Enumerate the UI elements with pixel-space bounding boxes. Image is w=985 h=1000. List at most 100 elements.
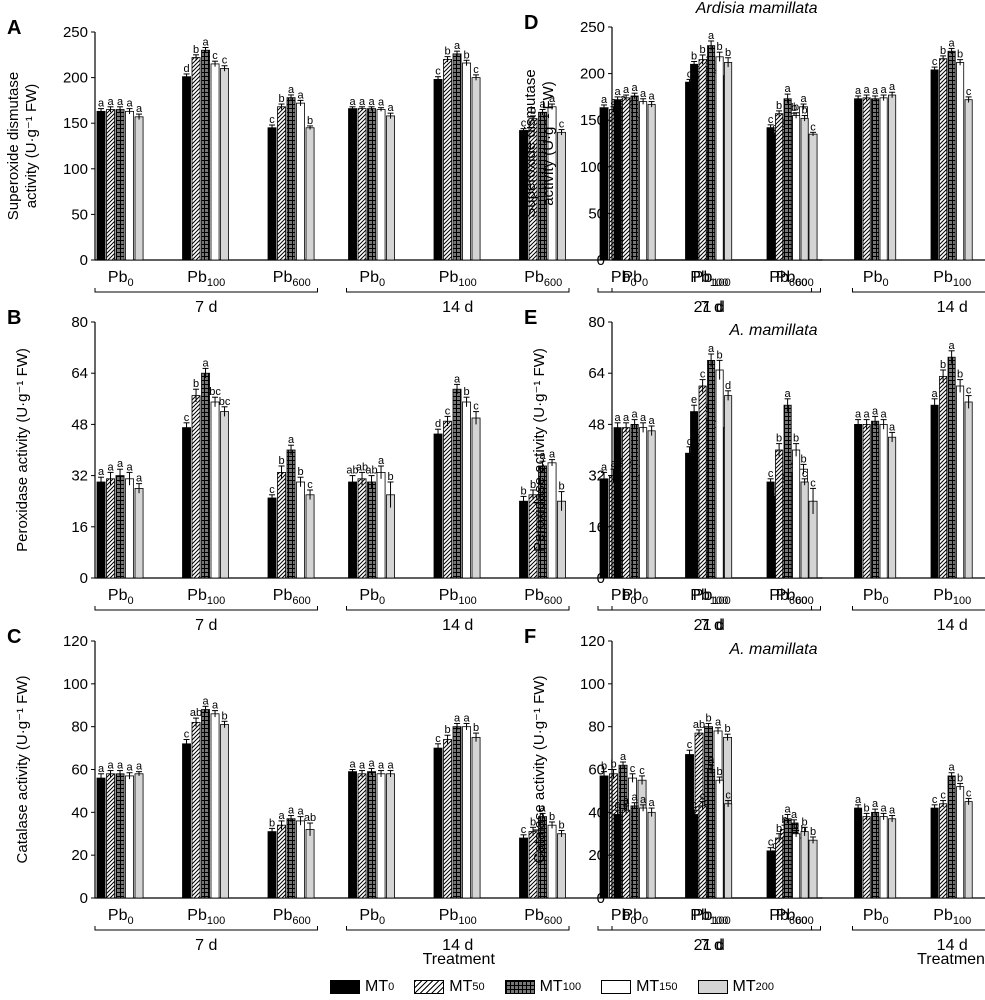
period-label: 21 d bbox=[694, 937, 725, 954]
bar-mt50 bbox=[277, 106, 286, 261]
significance-letter: b bbox=[610, 759, 616, 771]
bar-mt50 bbox=[357, 773, 367, 899]
significance-letter: c bbox=[184, 729, 190, 741]
bar-mt0 bbox=[613, 99, 622, 261]
y-tick-label: 0 bbox=[80, 252, 88, 269]
bar-mt150 bbox=[462, 401, 471, 579]
panel-letter: F bbox=[524, 626, 536, 648]
y-tick-label: 20 bbox=[71, 847, 88, 864]
pb-level-label: Pb600 bbox=[776, 269, 814, 289]
bar-mt0 bbox=[766, 127, 775, 261]
y-tick-label: 250 bbox=[580, 19, 605, 36]
bar-mt0 bbox=[766, 850, 775, 899]
significance-letter: a bbox=[297, 806, 304, 818]
legend-label: MT bbox=[365, 978, 389, 995]
legend-item: MT 150 bbox=[601, 978, 678, 996]
bar-mt50 bbox=[698, 59, 707, 261]
bar-mt150 bbox=[879, 423, 888, 579]
bar-mt50 bbox=[939, 803, 948, 899]
bar-mt100 bbox=[201, 49, 210, 261]
significance-letter: a bbox=[623, 795, 630, 807]
bar-mt0 bbox=[519, 837, 528, 899]
bar-mt50 bbox=[775, 837, 784, 899]
panel-title: Ardisia mamillata bbox=[695, 0, 818, 17]
y-tick-label: 32 bbox=[588, 468, 605, 485]
pb-level-label: Pb100 bbox=[933, 907, 971, 927]
bar-mt50 bbox=[277, 824, 286, 899]
significance-letter: a bbox=[632, 82, 639, 94]
significance-letter: a bbox=[881, 409, 888, 421]
legend-label-sub: 100 bbox=[562, 981, 582, 993]
bar-mt0 bbox=[930, 69, 939, 261]
significance-letter: b bbox=[387, 471, 393, 483]
period-label: 7 d bbox=[195, 299, 217, 316]
bar-mt50 bbox=[862, 816, 871, 899]
period-label: 14 d bbox=[937, 617, 968, 634]
bar-mt150 bbox=[547, 824, 557, 899]
significance-letter: a bbox=[864, 409, 871, 421]
pb-level-label: Pb600 bbox=[273, 907, 311, 927]
significance-letter: a bbox=[539, 802, 546, 814]
pb-level-label: Pb600 bbox=[769, 587, 807, 607]
legend-label: MT bbox=[636, 978, 660, 995]
legend-swatch bbox=[414, 980, 445, 994]
significance-letter: b bbox=[520, 485, 526, 497]
bar-mt50 bbox=[622, 427, 631, 579]
significance-letter: a bbox=[800, 93, 807, 105]
significance-letter: b bbox=[776, 100, 782, 112]
significance-letter: a bbox=[615, 86, 622, 98]
y-tick-label: 200 bbox=[580, 66, 605, 83]
significance-letter: b bbox=[724, 723, 730, 735]
period-label: 7 d bbox=[195, 617, 217, 634]
bar-mt0 bbox=[930, 404, 939, 579]
significance-letter: b bbox=[800, 453, 806, 465]
significance-letter: c bbox=[630, 763, 636, 775]
bar-mt200 bbox=[800, 481, 809, 579]
legend: MT 0 MT 50 MT 100 MT 150 MT 200 bbox=[330, 976, 794, 998]
significance-letter: a bbox=[117, 96, 124, 108]
bar-mt200 bbox=[471, 736, 481, 899]
significance-letter: a bbox=[620, 751, 627, 763]
significance-letter: a bbox=[136, 103, 143, 115]
period-bracket bbox=[94, 606, 318, 611]
bar-mt200 bbox=[220, 68, 229, 261]
bar-mt0 bbox=[599, 775, 609, 899]
significance-letter: a bbox=[615, 799, 622, 811]
significance-letter: bc bbox=[209, 386, 221, 398]
bar-mt100 bbox=[707, 45, 716, 261]
pb-level-label: Pb100 bbox=[693, 269, 731, 289]
pb-level-label: Pb100 bbox=[693, 587, 731, 607]
significance-letter: ab bbox=[693, 719, 705, 731]
bar-mt150 bbox=[547, 462, 557, 579]
y-tick-label: 120 bbox=[580, 633, 605, 650]
significance-letter: a bbox=[549, 93, 556, 105]
pb-level-label: Pb100 bbox=[690, 269, 728, 289]
significance-letter: b bbox=[957, 369, 963, 381]
pb-level-label: Pb0 bbox=[863, 587, 889, 607]
y-tick-label: 80 bbox=[588, 314, 605, 331]
significance-letter: a bbox=[454, 373, 461, 385]
period-label: 14 d bbox=[442, 299, 473, 316]
pb-level-label: Pb0 bbox=[108, 587, 134, 607]
pb-level-label: Pb0 bbox=[359, 907, 385, 927]
bar-mt200 bbox=[964, 99, 973, 261]
bar-mt0 bbox=[348, 771, 357, 899]
significance-letter: b bbox=[558, 820, 564, 832]
significance-letter: a bbox=[136, 473, 143, 485]
bar-mt100 bbox=[783, 404, 792, 579]
bar-mt50 bbox=[939, 58, 948, 261]
significance-letter: a bbox=[632, 792, 639, 804]
significance-letter: a bbox=[288, 84, 295, 96]
bar-mt150 bbox=[956, 786, 965, 899]
significance-letter: a bbox=[107, 760, 114, 772]
y-tick-label: 80 bbox=[588, 719, 605, 736]
y-tick-label: 20 bbox=[588, 847, 605, 864]
significance-letter: c bbox=[435, 733, 441, 745]
significance-letter: b bbox=[463, 49, 469, 61]
y-tick-label: 0 bbox=[597, 570, 605, 587]
significance-letter: b bbox=[601, 761, 607, 773]
bar-mt200 bbox=[220, 724, 229, 899]
y-tick-label: 48 bbox=[71, 416, 88, 433]
period-label: 14 d bbox=[442, 617, 473, 634]
significance-letter: a bbox=[107, 96, 114, 108]
